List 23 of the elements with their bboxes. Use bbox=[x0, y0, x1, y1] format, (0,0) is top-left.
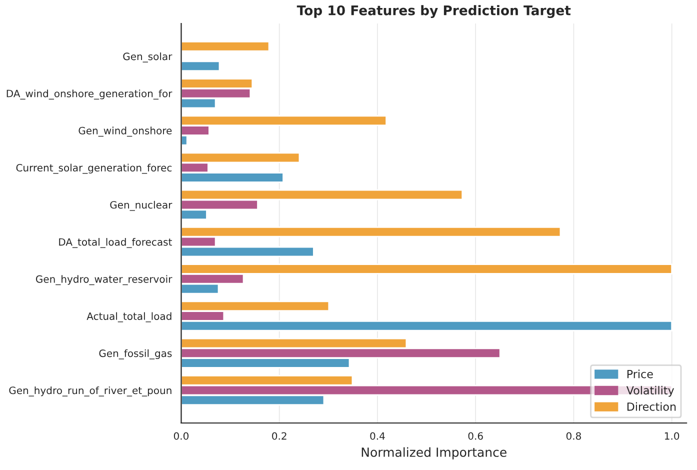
x-tick-label: 0.4 bbox=[370, 432, 385, 440]
y-tick-label: Gen_solar bbox=[123, 52, 172, 62]
y-tick-label: DA_total_load_forecast bbox=[59, 238, 172, 248]
bar bbox=[181, 40, 270, 52]
x-tick-label: 0.2 bbox=[272, 432, 286, 440]
x-tick-label: 0.0 bbox=[174, 432, 189, 440]
legend-label: Direction bbox=[627, 402, 676, 411]
y-tick-label: DA_wind_onshore_generation_for bbox=[6, 90, 172, 100]
x-tick-label: 0.8 bbox=[566, 432, 581, 440]
x-axis-title: Normalized Importance bbox=[362, 447, 506, 460]
bar bbox=[181, 60, 220, 72]
y-tick-label: Gen_wind_onshore bbox=[78, 126, 172, 137]
y-tick-label: Current_solar_generation_forec bbox=[16, 164, 172, 174]
y-tick-label: Gen_hydro_run_of_river_et_poun bbox=[9, 386, 172, 396]
x-tick-label: 0.6 bbox=[468, 432, 483, 440]
y-tick-label: Gen_nuclear bbox=[110, 200, 172, 211]
y-tick-label: Gen_fossil_gas bbox=[99, 349, 172, 360]
chart-title: Top 10 Features by Prediction Target bbox=[296, 5, 571, 18]
x-tick-label: 1.0 bbox=[664, 432, 680, 440]
legend-label: Price bbox=[627, 370, 653, 378]
y-tick-label: Actual_total_load bbox=[86, 312, 172, 322]
legend-label: Volatility bbox=[626, 386, 674, 397]
y-tick-label: Gen_hydro_water_reservoir bbox=[36, 275, 172, 286]
